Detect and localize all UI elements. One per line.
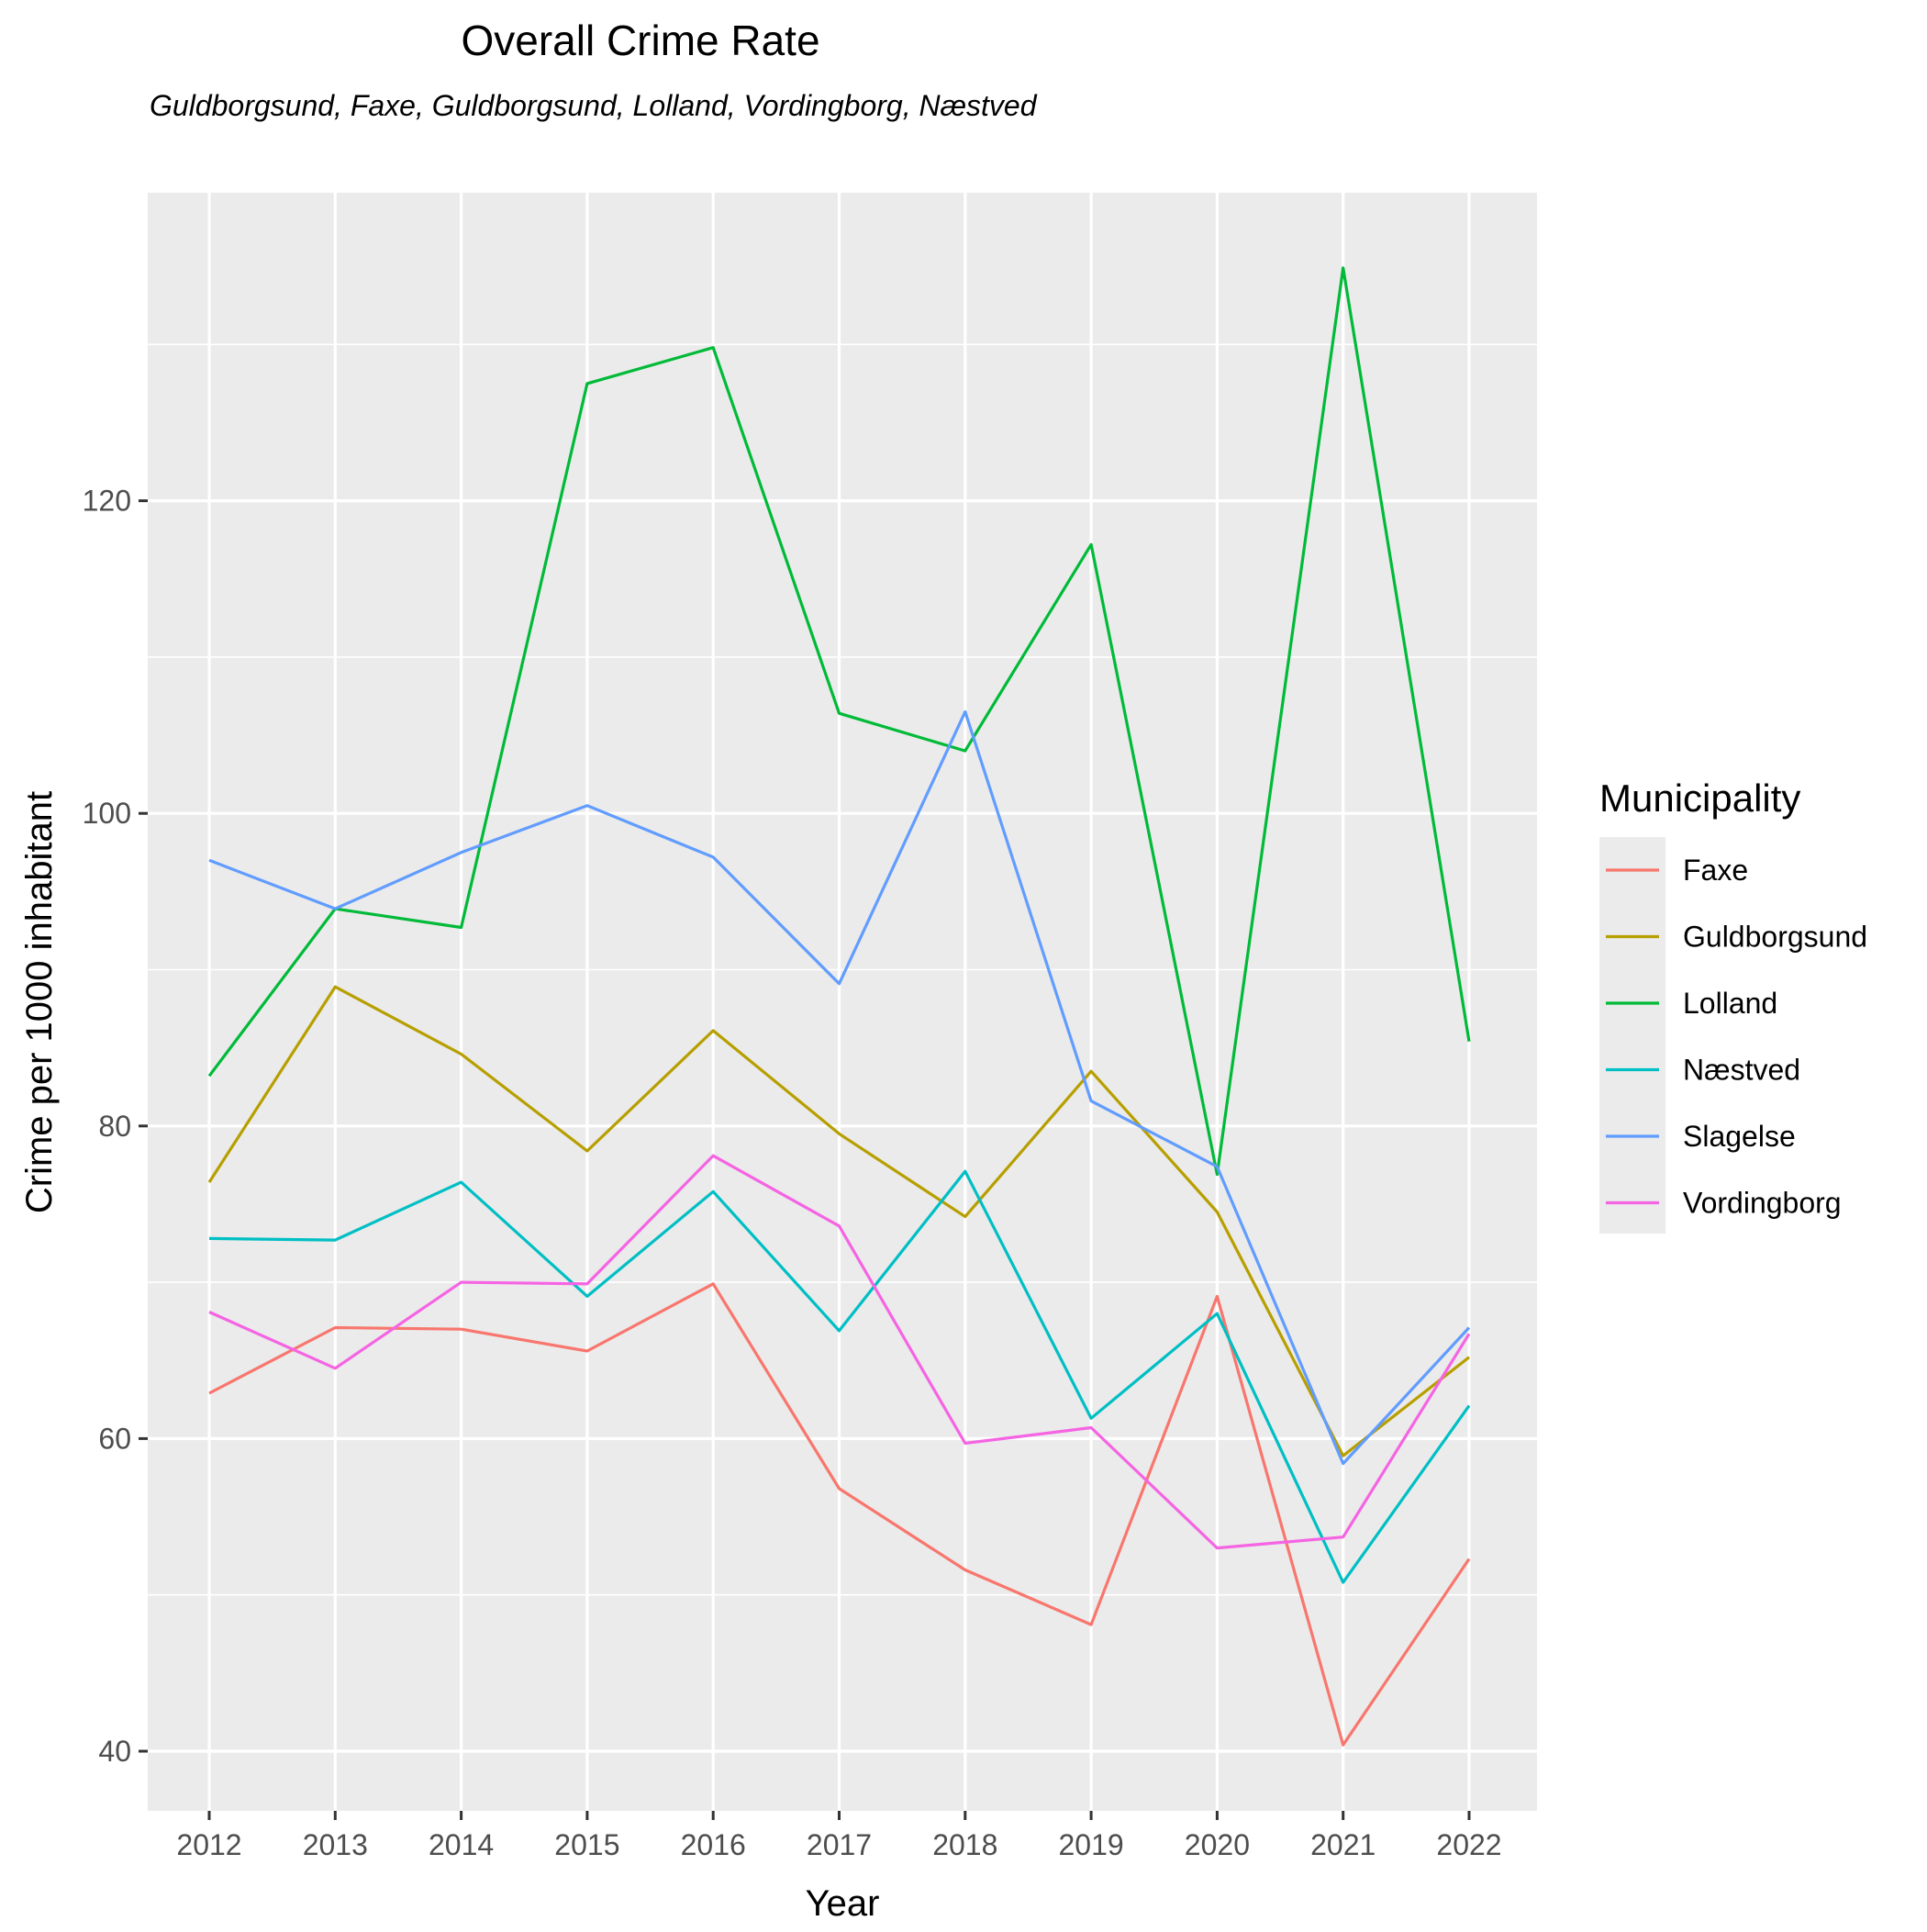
plot-panel bbox=[148, 193, 1537, 1811]
series-line-vordingborg bbox=[208, 1154, 1471, 1550]
legend-label-guldborgsund: Guldborgsund bbox=[1683, 921, 1867, 954]
x-tick-label: 2019 bbox=[1059, 1828, 1124, 1861]
series-line-faxe bbox=[208, 1282, 1471, 1747]
legend-label-lolland: Lolland bbox=[1683, 987, 1777, 1020]
legend-key-background bbox=[1599, 837, 1665, 1234]
x-tick-label: 2012 bbox=[176, 1828, 241, 1861]
series-line-lolland bbox=[207, 266, 1471, 1177]
x-tick-label: 2021 bbox=[1310, 1828, 1376, 1861]
y-tick-label: 80 bbox=[98, 1110, 131, 1143]
x-tick-label: 2015 bbox=[554, 1828, 619, 1861]
legend: Municipality Faxe Guldborgsund Lolland Næst… bbox=[1599, 776, 1867, 1234]
series-line-slagelse bbox=[208, 709, 1471, 1466]
y-axis-title: Crime per 1000 inhabitant bbox=[19, 791, 60, 1213]
x-tick-label: 2014 bbox=[429, 1828, 494, 1861]
y-tick-label: 100 bbox=[83, 797, 131, 830]
x-tick-label: 2017 bbox=[807, 1828, 872, 1861]
x-tick-label: 2013 bbox=[303, 1828, 368, 1861]
y-tick-label: 120 bbox=[83, 485, 131, 518]
x-axis: 2012 2013 2014 2015 2016 2017 2018 2019 2020 2021… bbox=[176, 1811, 1502, 1861]
x-tick-label: 2018 bbox=[932, 1828, 997, 1861]
chart-subtitle: Guldborgsund, Faxe, Guldborgsund, Lollan… bbox=[150, 89, 1038, 122]
grid-minor bbox=[148, 343, 1537, 1596]
legend-title: Municipality bbox=[1599, 776, 1800, 820]
series-line-guldborgsund bbox=[207, 985, 1470, 1457]
grid-major bbox=[148, 193, 1537, 1811]
chart-title: Overall Crime Rate bbox=[461, 17, 819, 64]
legend-label-vordingborg: Vordingborg bbox=[1683, 1187, 1842, 1220]
y-tick-label: 60 bbox=[98, 1422, 131, 1455]
x-tick-label: 2016 bbox=[681, 1828, 746, 1861]
y-tick-label: 40 bbox=[98, 1735, 131, 1768]
legend-items: Faxe Guldborgsund Lolland Næstved Slagelse Vo… bbox=[1606, 854, 1867, 1220]
x-axis-title: Year bbox=[806, 1883, 880, 1924]
series-lines bbox=[207, 266, 1471, 1747]
legend-label-faxe: Faxe bbox=[1683, 854, 1748, 887]
legend-label-naestved: Næstved bbox=[1683, 1054, 1800, 1087]
y-axis: 40 60 80 100 120 bbox=[83, 485, 148, 1768]
x-tick-label: 2020 bbox=[1185, 1828, 1250, 1861]
series-line-naestved bbox=[208, 1169, 1471, 1584]
legend-label-slagelse: Slagelse bbox=[1683, 1120, 1796, 1153]
x-tick-label: 2022 bbox=[1436, 1828, 1501, 1861]
